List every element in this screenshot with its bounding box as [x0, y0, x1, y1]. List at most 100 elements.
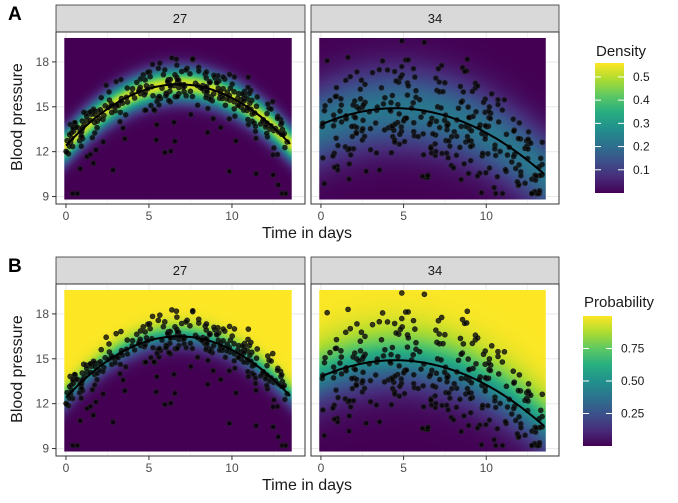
- data-point: [147, 325, 153, 332]
- data-point: [129, 337, 136, 344]
- data-point: [174, 314, 180, 320]
- data-point: [239, 90, 246, 97]
- data-point: [189, 345, 196, 352]
- data-point: [112, 359, 118, 366]
- data-point: [169, 307, 175, 313]
- data-point: [436, 331, 443, 337]
- data-point: [246, 342, 253, 349]
- data-point: [362, 81, 368, 88]
- data-point: [518, 424, 524, 431]
- data-point: [433, 327, 439, 333]
- data-point: [174, 328, 181, 335]
- data-point: [117, 361, 124, 368]
- facet-strip-b-27: [55, 256, 306, 285]
- data-point: [203, 346, 209, 353]
- data-point: [515, 387, 522, 394]
- data-point: [156, 93, 163, 100]
- data-point: [458, 176, 464, 183]
- data-point: [420, 403, 427, 410]
- data-point: [527, 392, 534, 399]
- data-point: [354, 69, 360, 75]
- data-point: [117, 118, 123, 125]
- data-point: [353, 124, 360, 131]
- legend-a: Density 0.1 0.2 0.3 0.4 0.5: [595, 43, 650, 193]
- data-point: [270, 152, 276, 158]
- data-point: [483, 421, 489, 428]
- data-point: [133, 331, 140, 338]
- data-point: [378, 336, 385, 343]
- data-point: [396, 141, 403, 147]
- data-point: [189, 56, 196, 62]
- data-point: [510, 368, 517, 374]
- data-point: [432, 393, 438, 399]
- data-point: [148, 102, 154, 109]
- data-point: [379, 310, 386, 316]
- data-point: [468, 127, 475, 134]
- data-point: [397, 326, 404, 333]
- data-point: [157, 60, 163, 66]
- data-point: [514, 430, 521, 437]
- data-point: [133, 79, 140, 86]
- facet-label-a-27: 27: [173, 11, 187, 26]
- data-point: [435, 65, 442, 72]
- data-point: [172, 390, 178, 397]
- data-point: [373, 402, 380, 408]
- data-point: [502, 166, 509, 173]
- data-point: [420, 383, 426, 389]
- x-tick-label: 0: [318, 461, 325, 475]
- data-point: [416, 348, 423, 355]
- data-point: [458, 351, 465, 358]
- data-point: [324, 309, 330, 316]
- data-point: [257, 121, 264, 127]
- data-point: [346, 428, 352, 434]
- data-point: [338, 371, 345, 377]
- data-point: [122, 135, 128, 142]
- data-point: [403, 115, 410, 121]
- data-point: [239, 342, 246, 349]
- data-point: [98, 94, 105, 101]
- trend-line-a-27: [65, 83, 291, 147]
- data-point: [172, 138, 178, 145]
- data-point: [330, 112, 337, 118]
- data-point: [388, 401, 395, 408]
- data-point: [467, 395, 474, 402]
- data-point: [482, 136, 488, 142]
- data-point: [427, 371, 434, 378]
- colorbar-tick-label: 0.5: [633, 70, 650, 84]
- data-point: [468, 379, 475, 386]
- data-point: [232, 113, 238, 120]
- data-point: [427, 119, 434, 126]
- data-point: [474, 173, 481, 179]
- data-point: [398, 376, 405, 382]
- data-point: [359, 378, 366, 384]
- data-point: [66, 383, 73, 390]
- data-point: [525, 398, 531, 404]
- data-point: [392, 121, 398, 128]
- data-point: [487, 115, 494, 122]
- data-point: [502, 418, 509, 425]
- data-point: [235, 102, 242, 109]
- data-point: [461, 413, 467, 419]
- data-point: [391, 68, 398, 75]
- data-point: [149, 313, 156, 320]
- data-point: [533, 425, 540, 431]
- data-point: [448, 133, 455, 140]
- data-point: [486, 104, 493, 110]
- data-point: [508, 159, 515, 165]
- data-point: [112, 107, 118, 114]
- data-point: [419, 425, 426, 432]
- data-point: [252, 128, 259, 135]
- data-point: [433, 148, 439, 155]
- data-point: [268, 106, 274, 112]
- data-point: [330, 375, 337, 381]
- data-point: [445, 155, 451, 161]
- data-point: [485, 150, 491, 157]
- data-point: [515, 135, 522, 142]
- data-point: [418, 114, 424, 120]
- data-point: [93, 147, 99, 153]
- data-point: [245, 336, 251, 343]
- data-point: [504, 404, 511, 410]
- data-point: [63, 401, 70, 408]
- plot-a-27: 0 5 10 9 12 15 18: [36, 31, 306, 223]
